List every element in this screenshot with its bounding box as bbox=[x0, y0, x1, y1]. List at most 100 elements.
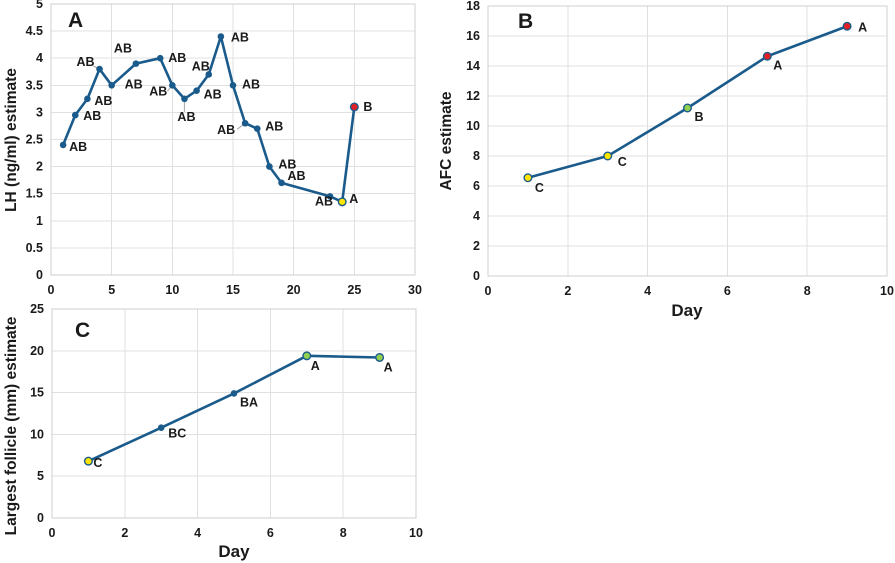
point-label: AB bbox=[177, 110, 195, 124]
chartC-svg: C BC BA A A 0 2 4 6 8 10 0 5 10 15 20 25 C Largest follicl… bbox=[3, 302, 423, 561]
y-tick-label: 3.5 bbox=[26, 78, 43, 92]
point-label: AB bbox=[217, 123, 235, 137]
x-tick-label: 0 bbox=[49, 526, 56, 540]
x-tick-label: 6 bbox=[724, 284, 731, 298]
point-label: BA bbox=[240, 395, 258, 409]
y-tick-label: 0 bbox=[36, 268, 43, 282]
x-tick-label: 20 bbox=[287, 283, 301, 297]
data-point-marker bbox=[266, 163, 273, 170]
data-point-marker bbox=[302, 351, 312, 361]
data-point-marker bbox=[253, 125, 261, 132]
y-tick-label: 15 bbox=[30, 386, 44, 400]
point-label: B bbox=[695, 110, 704, 124]
y-tick-label: 4.5 bbox=[26, 24, 43, 38]
label-leader-line bbox=[236, 123, 244, 130]
series-line bbox=[526, 24, 849, 180]
data-point-marker bbox=[157, 424, 165, 432]
series-line bbox=[87, 354, 381, 463]
point-label: C bbox=[535, 181, 544, 195]
point-label: A bbox=[349, 192, 358, 206]
point-label: AB bbox=[278, 158, 296, 172]
plot-border bbox=[51, 308, 417, 519]
point-label: AB bbox=[114, 42, 132, 56]
y-tick-label: 4 bbox=[36, 51, 43, 65]
panel-letter: A bbox=[68, 9, 83, 32]
data-point-marker bbox=[326, 193, 334, 200]
data-point-marker bbox=[59, 141, 67, 149]
panel-b-afc-chart: C C B A A 0 2 4 6 8 10 0 2 4 6 8 10 12 14 16 18 B AFC estimate… bbox=[438, 0, 895, 320]
y-tick-label: 16 bbox=[466, 29, 480, 43]
x-tick-label: 10 bbox=[409, 526, 423, 540]
data-point-marker bbox=[337, 197, 347, 207]
data-point-marker bbox=[156, 54, 164, 62]
y-tick-label: 2.5 bbox=[26, 133, 43, 147]
y-tick-label: 1 bbox=[36, 214, 43, 228]
data-point-marker bbox=[205, 71, 213, 78]
x-tick-label: 10 bbox=[880, 284, 894, 298]
data-point-marker bbox=[83, 456, 93, 466]
point-label: AB bbox=[149, 84, 167, 98]
panel-a-lh-chart: AB AB AB AB AB AB AB AB AB AB AB AB AB AB AB AB AB AB A B 0 5… bbox=[0, 0, 450, 300]
x-tick-label: 4 bbox=[644, 284, 651, 298]
x-tick-label: 6 bbox=[267, 526, 274, 540]
point-label: AB bbox=[94, 94, 112, 108]
point-label: A bbox=[773, 58, 782, 72]
y-tick-label: 5 bbox=[36, 0, 43, 11]
x-axis-title: Day bbox=[218, 542, 250, 561]
x-tick-label: 15 bbox=[226, 283, 240, 297]
point-label: AB bbox=[69, 140, 87, 154]
y-tick-label: 4 bbox=[473, 209, 480, 223]
y-tick-label: 5 bbox=[37, 469, 44, 483]
y-tick-label: 25 bbox=[30, 302, 44, 316]
x-tick-label: 25 bbox=[347, 283, 361, 297]
x-tick-label: 5 bbox=[108, 283, 115, 297]
point-label: AB bbox=[265, 120, 283, 134]
y-tick-label: 12 bbox=[466, 89, 480, 103]
data-point-marker bbox=[682, 103, 692, 113]
panel-letter: C bbox=[75, 319, 90, 342]
x-tick-label: 0 bbox=[48, 283, 55, 297]
y-tick-label: 10 bbox=[30, 427, 44, 441]
y-tick-label: 0 bbox=[37, 511, 44, 525]
x-tick-label: 2 bbox=[564, 284, 571, 298]
y-tick-label: 14 bbox=[466, 59, 480, 73]
x-tick-label: 4 bbox=[194, 526, 201, 540]
data-point-marker bbox=[108, 82, 115, 89]
y-tick-label: 8 bbox=[473, 149, 480, 163]
point-label: AB bbox=[192, 59, 210, 73]
x-tick-label: 30 bbox=[408, 283, 422, 297]
point-label: AB bbox=[242, 77, 260, 91]
y-tick-label: 2 bbox=[473, 239, 480, 253]
series-line bbox=[61, 35, 356, 204]
data-point-marker bbox=[217, 33, 225, 40]
y-tick-label: 0.5 bbox=[26, 241, 43, 255]
panel-letter: B bbox=[518, 10, 533, 33]
y-tick-label: 0 bbox=[473, 269, 480, 283]
data-point-marker bbox=[349, 102, 359, 112]
data-point-marker bbox=[762, 51, 772, 61]
point-label: A bbox=[311, 359, 320, 373]
data-point-marker bbox=[229, 82, 237, 89]
y-tick-label: 1.5 bbox=[26, 187, 43, 201]
data-point-marker bbox=[375, 352, 385, 362]
plot-border bbox=[50, 3, 416, 276]
data-point-marker bbox=[169, 82, 176, 89]
data-point-marker bbox=[96, 65, 103, 73]
y-tick-label: 20 bbox=[30, 344, 44, 358]
y-tick-label: 6 bbox=[473, 179, 480, 193]
data-point-marker bbox=[241, 119, 249, 127]
data-point-marker bbox=[603, 151, 613, 161]
data-point-marker bbox=[181, 95, 188, 103]
x-tick-label: 8 bbox=[804, 284, 811, 298]
panel-c-follicle-chart: C BC BA A A 0 2 4 6 8 10 0 5 10 15 20 25 C Largest follicl… bbox=[0, 290, 450, 563]
x-axis-title: Day bbox=[671, 301, 703, 320]
x-tick-label: 0 bbox=[485, 284, 492, 298]
point-label: C bbox=[618, 155, 627, 169]
y-tick-label: 3 bbox=[36, 105, 43, 119]
point-label: AB bbox=[125, 77, 143, 91]
point-label: AB bbox=[204, 88, 222, 102]
data-point-marker bbox=[71, 111, 79, 119]
data-point-marker bbox=[132, 60, 140, 67]
